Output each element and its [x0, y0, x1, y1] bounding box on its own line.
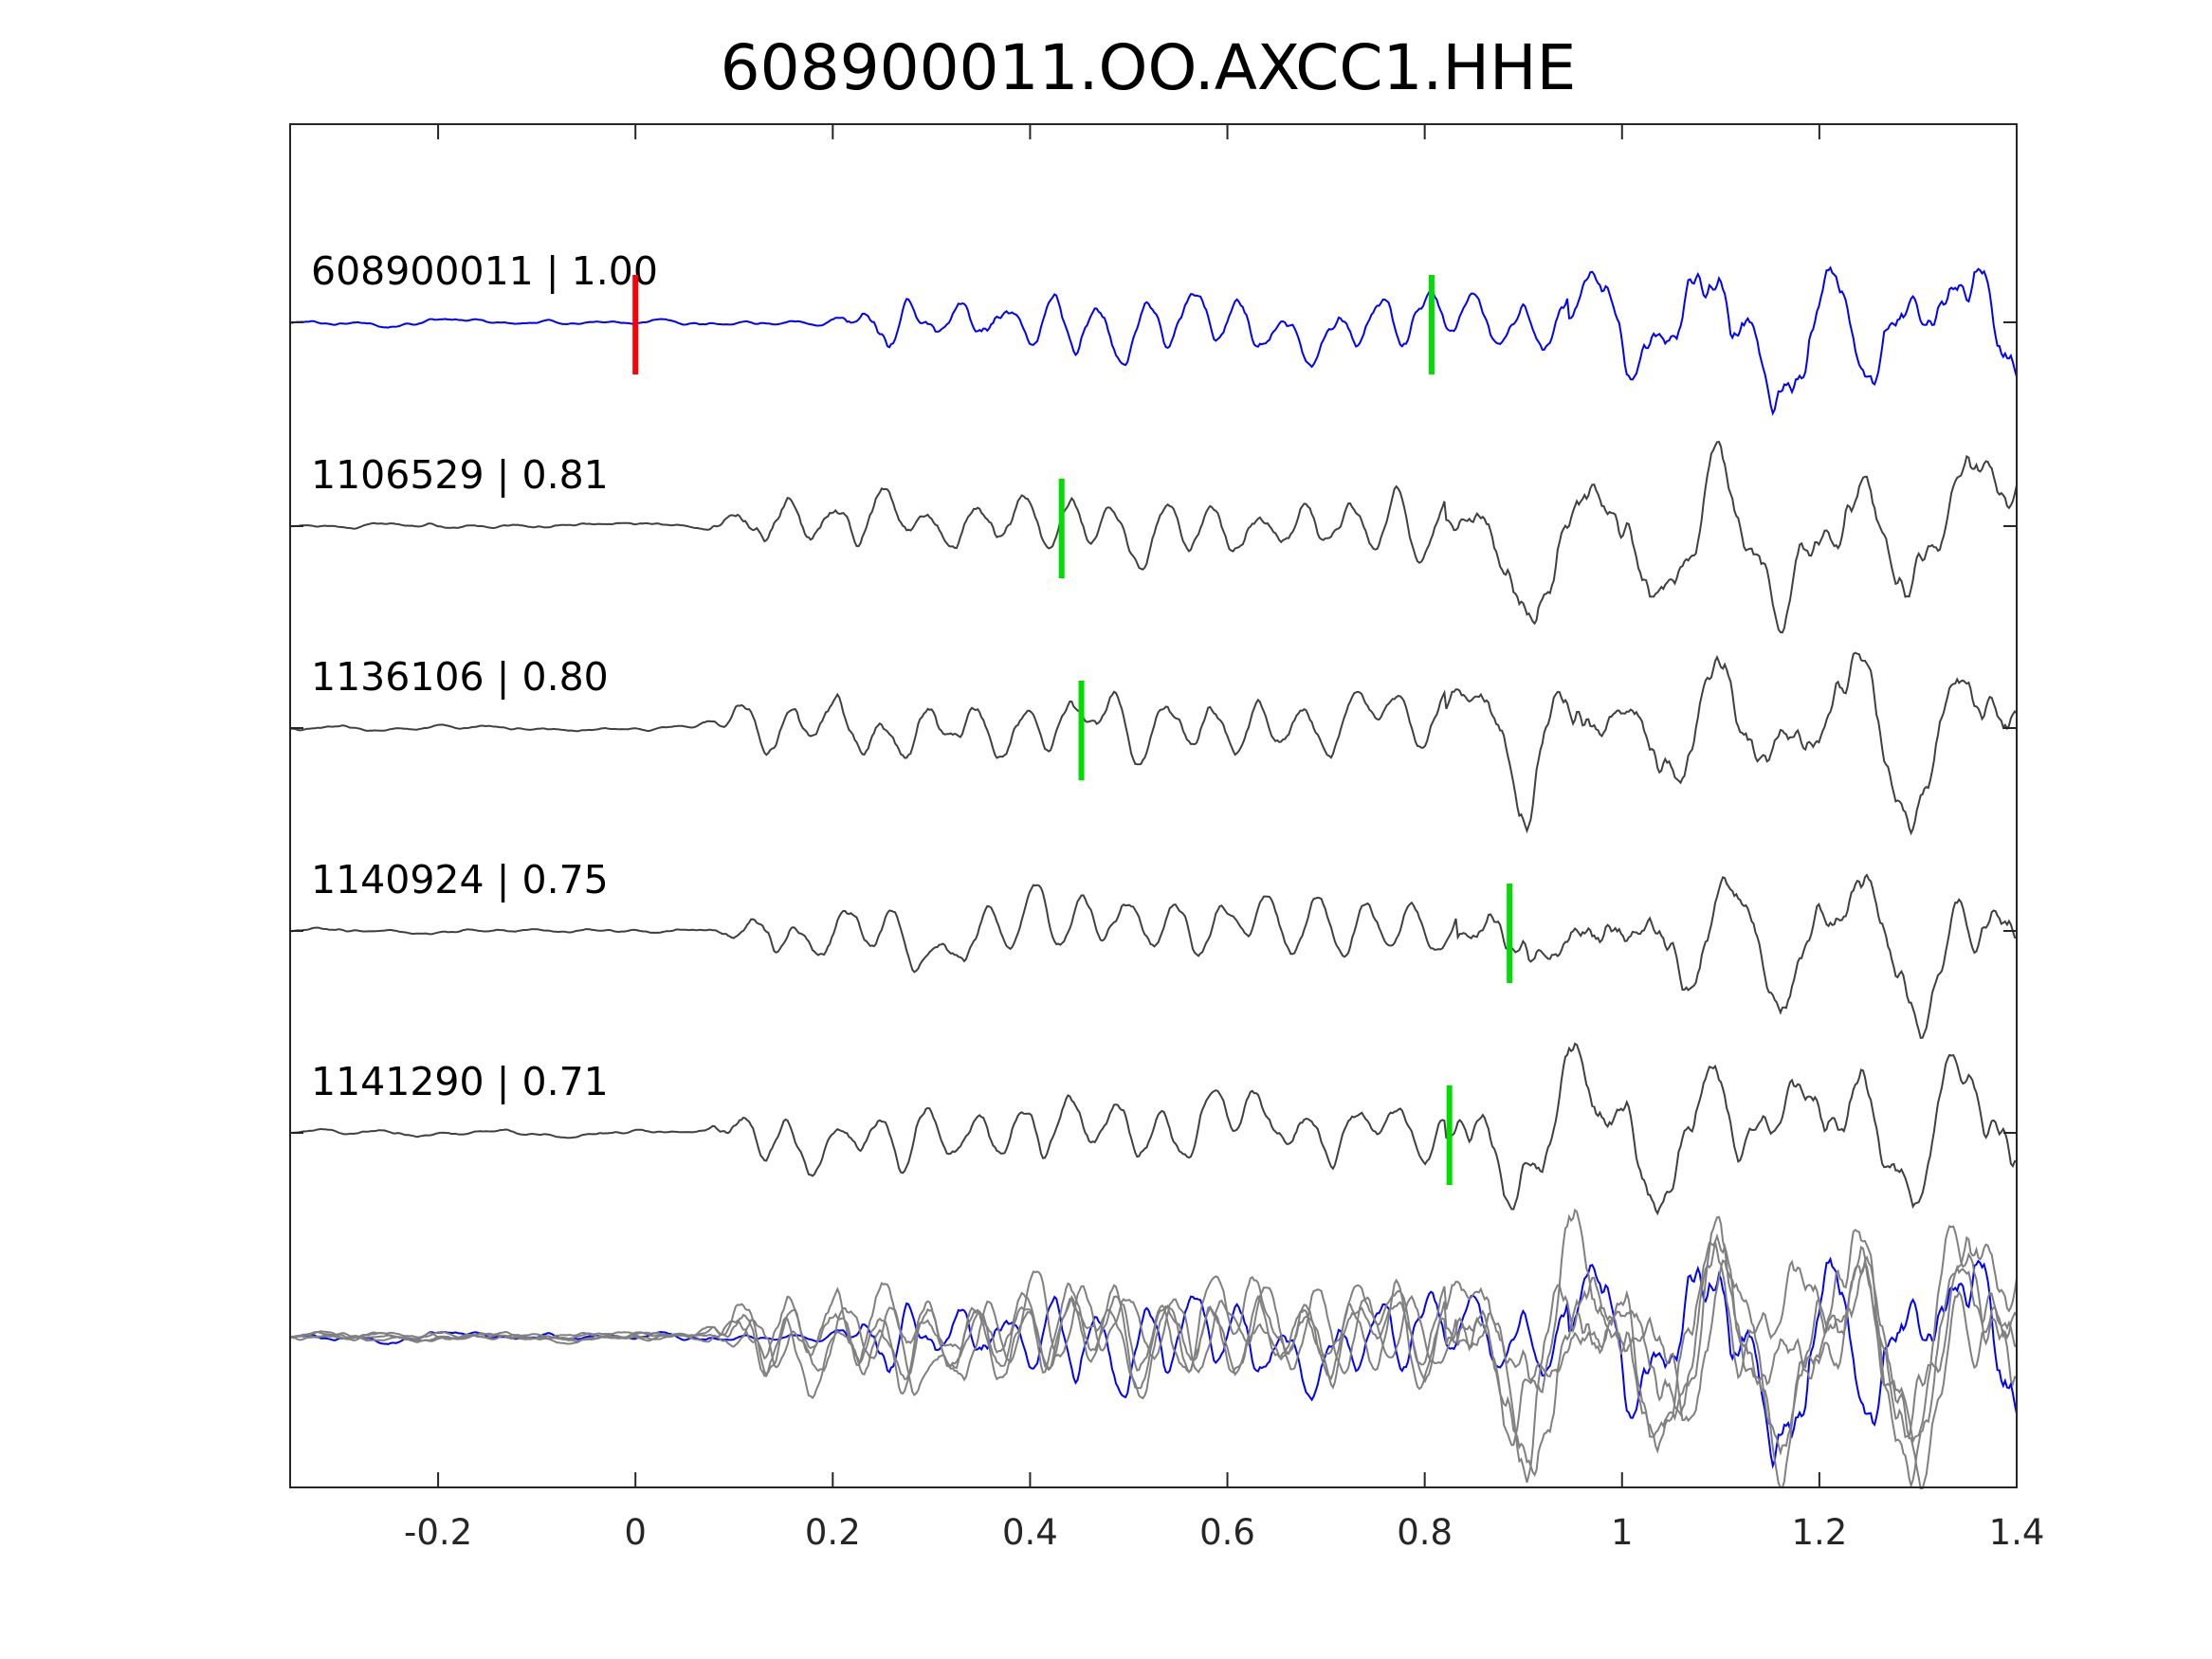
trace-label-1106529: 1106529 | 0.81: [311, 452, 609, 498]
trace-label-1136106: 1136106 | 0.80: [311, 654, 609, 700]
overlay-trace-608900011: [289, 1256, 2018, 1469]
waveform-trace-608900011: [289, 265, 2018, 416]
x-tick-label: 1: [1611, 1512, 1634, 1553]
x-tick-label: -0.2: [404, 1512, 472, 1553]
trace-label-608900011: 608900011 | 1.00: [311, 248, 658, 294]
x-axis: -0.2 0 0.2 0.4 0.6 0.8 1 1.2 1.4: [404, 124, 2044, 1553]
waveform-trace-1140924: [289, 873, 2018, 1039]
axes-box: [289, 123, 2018, 1488]
trace-label-1141290: 1141290 | 0.71: [311, 1059, 609, 1104]
waveform-trace-1141290: [289, 1042, 2018, 1216]
waveform-trace-1106529: [289, 440, 2018, 634]
waveform-trace-1136106: [289, 651, 2018, 836]
plot-area: 608900011 | 1.00 1106529 | 0.81 1136106 | …: [289, 248, 2018, 1490]
x-tick-label: 0.2: [805, 1512, 861, 1553]
trace-label-1140924: 1140924 | 0.75: [311, 857, 609, 902]
chart-title: 608900011.OO.AXCC1.HHE: [721, 31, 1577, 104]
overlay-trace-1141290: [289, 1208, 2018, 1454]
x-tick-label: 1.2: [1791, 1512, 1847, 1553]
overlay-trace-1136106: [289, 1229, 2018, 1489]
x-tick-label: 1.4: [1989, 1512, 2045, 1553]
x-tick-label: 0: [624, 1512, 647, 1553]
overlay-trace-1106529: [289, 1215, 2018, 1489]
x-tick-label: 0.8: [1397, 1512, 1453, 1553]
overlay-trace-1140924: [289, 1255, 2018, 1490]
x-tick-label: 0.6: [1199, 1512, 1255, 1553]
x-tick-label: 0.4: [1002, 1512, 1058, 1553]
